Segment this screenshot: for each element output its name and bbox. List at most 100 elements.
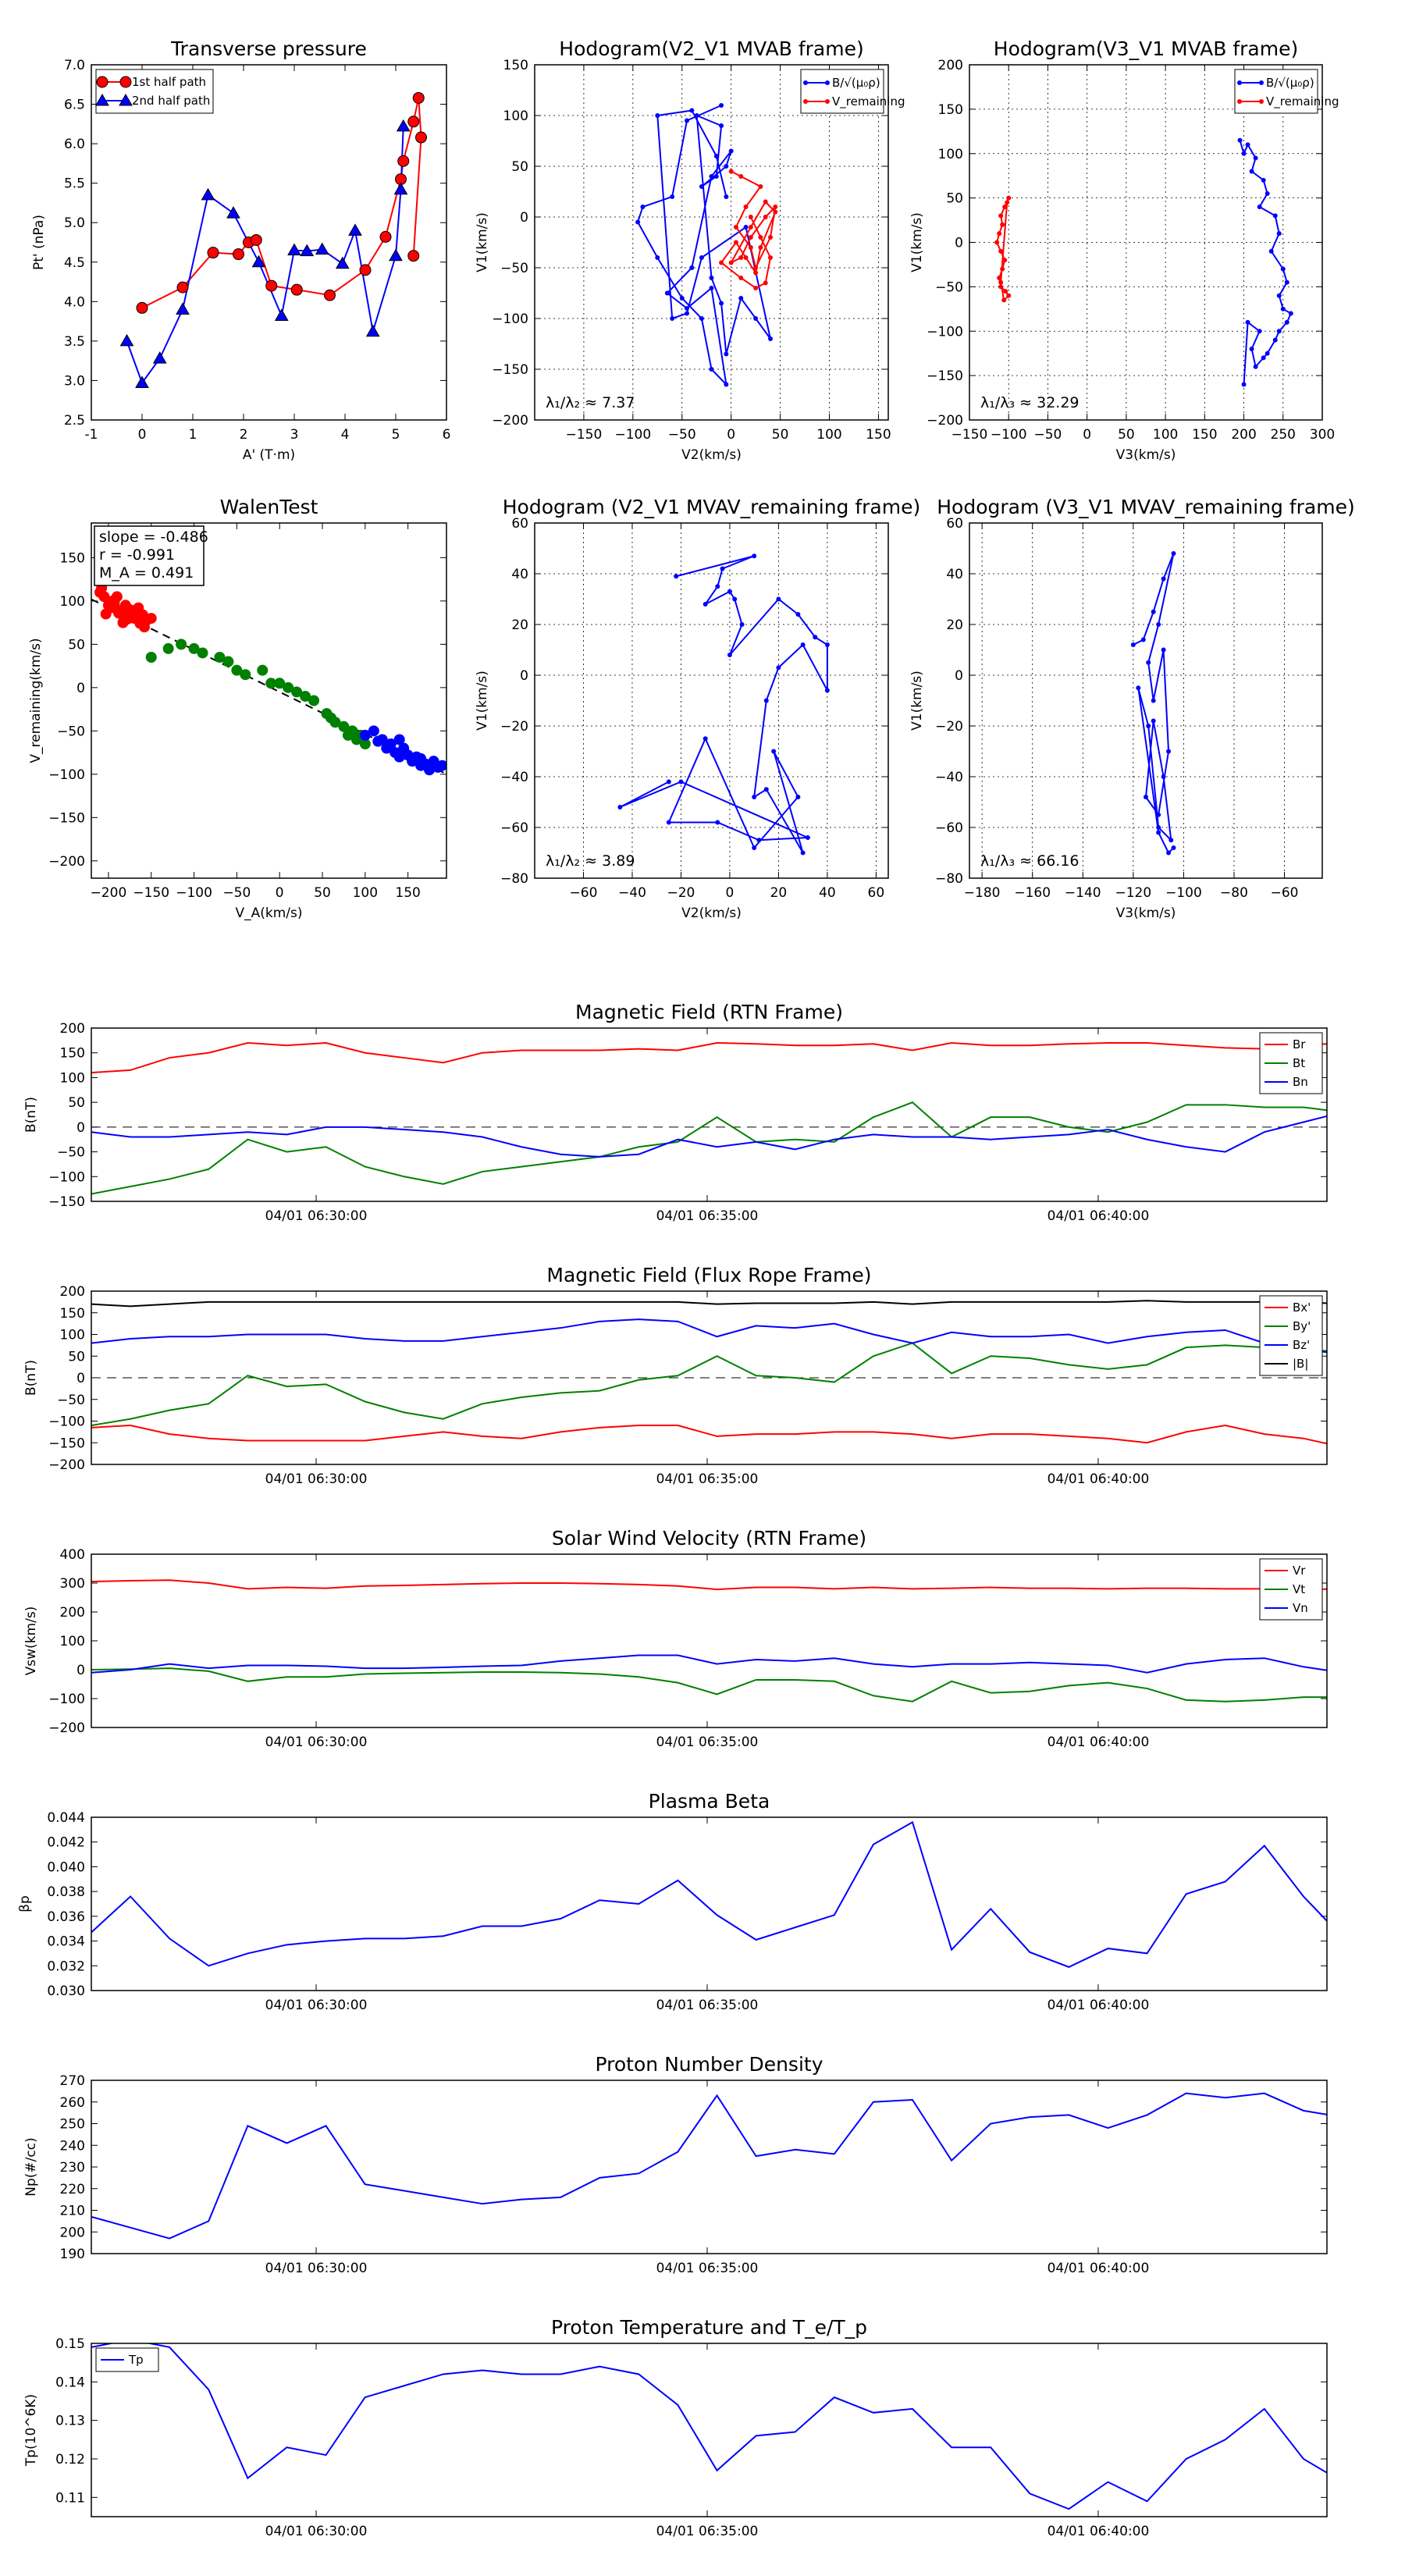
data-point xyxy=(738,255,744,260)
x-tick-label: 04/01 06:40:00 xyxy=(1048,1735,1150,1750)
x-tick-label: 50 xyxy=(314,885,331,901)
chart-title: Hodogram (V2_V1 MVAV_remaining frame) xyxy=(503,496,921,518)
x-tick-label: 20 xyxy=(770,885,788,901)
data-point xyxy=(702,602,708,607)
data-point xyxy=(689,108,695,113)
chart-title: Magnetic Field (RTN Frame) xyxy=(575,1001,843,1023)
y-tick-label: −50 xyxy=(935,279,963,295)
y-axis-label: V_remaining(km/s) xyxy=(28,638,44,763)
series-line-Tp xyxy=(91,2343,1327,2510)
data-point xyxy=(728,169,734,174)
y-tick-label: 150 xyxy=(60,1046,85,1062)
x-tick-label: −120 xyxy=(1115,885,1152,901)
y-tick-label: 100 xyxy=(60,1634,85,1649)
legend-entry: Bt xyxy=(1293,1056,1305,1070)
data-point xyxy=(998,279,1004,285)
data-point xyxy=(824,642,830,647)
chart-mag_rtn: Magnetic Field (RTN Frame) 04/01 06:30:00… xyxy=(23,1001,1328,1224)
data-point xyxy=(1002,205,1008,209)
eigen-ratio: λ₁/λ₃ ≈ 66.16 xyxy=(980,852,1080,870)
data-point xyxy=(1144,795,1148,799)
y-tick-label: −200 xyxy=(48,1457,85,1473)
data-point xyxy=(176,302,190,315)
data-point xyxy=(617,805,623,809)
plot-frame xyxy=(91,2080,1328,2254)
data-point xyxy=(724,351,729,357)
chart-hodo4: Hodogram (V3_V1 MVAV_remaining frame) −18… xyxy=(909,496,1355,921)
data-point xyxy=(733,225,738,229)
data-point xyxy=(724,194,729,199)
y-tick-label: 20 xyxy=(946,617,963,633)
y-tick-label: 0 xyxy=(520,668,528,684)
data-point xyxy=(666,779,671,785)
x-tick-label: 04/01 06:30:00 xyxy=(265,1998,368,2013)
series-line-beta xyxy=(91,1820,1327,1968)
y-tick-label: 0 xyxy=(76,1120,85,1136)
y-axis-label: B(nT) xyxy=(23,1097,39,1133)
chart-hodo1: Hodogram(V2_V1 MVAB frame) −150 −100 −50 0 50… xyxy=(475,37,905,463)
data-point xyxy=(709,367,714,372)
data-point xyxy=(997,276,1002,280)
x-tick-label: 50 xyxy=(1118,427,1135,443)
data-point xyxy=(748,235,753,240)
y-tick-label: 0.040 xyxy=(47,1859,85,1875)
x-tick-label: −160 xyxy=(1014,885,1051,901)
y-tick-label: 0 xyxy=(76,1663,85,1678)
legend-marker xyxy=(119,76,132,88)
y-axis-label: βp xyxy=(17,1895,33,1912)
data-point xyxy=(756,838,762,843)
data-point xyxy=(291,686,303,698)
data-point xyxy=(396,119,411,132)
data-point xyxy=(1156,830,1161,835)
data-point xyxy=(768,235,773,240)
data-point xyxy=(1261,177,1266,183)
series-line-By' xyxy=(91,1342,1327,1427)
x-tick-label: 200 xyxy=(1231,427,1256,443)
data-point xyxy=(214,652,226,664)
eigen-ratio: λ₁/λ₂ ≈ 3.89 xyxy=(546,852,635,870)
y-tick-label: 210 xyxy=(60,2204,85,2219)
y-tick-label: 60 xyxy=(511,516,528,532)
plot-frame xyxy=(91,64,447,421)
plot-area xyxy=(617,553,830,856)
x-tick-label: 150 xyxy=(866,427,891,443)
x-tick-label: −50 xyxy=(1033,427,1062,443)
data-point xyxy=(222,656,234,667)
stats-frame xyxy=(94,525,205,586)
data-point xyxy=(1003,289,1008,294)
data-point xyxy=(743,205,749,209)
data-point xyxy=(415,753,427,764)
x-tick-label: 150 xyxy=(395,885,420,901)
y-tick-label: −80 xyxy=(500,871,528,887)
data-point xyxy=(998,248,1004,254)
data-point xyxy=(758,245,763,250)
series-line-Bn xyxy=(91,1115,1327,1158)
data-point xyxy=(1166,850,1172,856)
y-tick-label: 270 xyxy=(60,2073,85,2089)
y-tick-label: 100 xyxy=(60,1328,85,1343)
data-point xyxy=(1000,266,1005,272)
data-point xyxy=(1237,137,1243,143)
data-point xyxy=(372,735,384,747)
legend-frame xyxy=(1234,69,1318,114)
plot-frame xyxy=(91,1290,1328,1465)
stats-line: M_A = 0.491 xyxy=(99,564,194,582)
y-tick-label: 5.0 xyxy=(64,215,85,231)
data-point xyxy=(689,265,695,270)
data-point xyxy=(233,248,244,261)
y-tick-label: 0.13 xyxy=(55,2414,85,2429)
chart-pt: Transverse pressure -1 0 1 2 3 4 5 6 2.5 3.0 3.5 4.0… xyxy=(31,37,450,463)
data-point xyxy=(1261,355,1266,361)
data-point xyxy=(800,850,806,856)
data-point xyxy=(152,351,167,364)
chart-title: Magnetic Field (Flux Rope Frame) xyxy=(546,1264,871,1286)
series-line-Vr xyxy=(91,1579,1327,1591)
data-point xyxy=(424,764,436,776)
legend-entry: Vt xyxy=(1293,1582,1305,1596)
y-tick-label: −40 xyxy=(935,770,963,785)
data-point xyxy=(265,279,278,292)
data-point xyxy=(412,91,425,104)
y-tick-label: 3.5 xyxy=(64,334,85,350)
y-tick-label: 200 xyxy=(60,2225,85,2240)
